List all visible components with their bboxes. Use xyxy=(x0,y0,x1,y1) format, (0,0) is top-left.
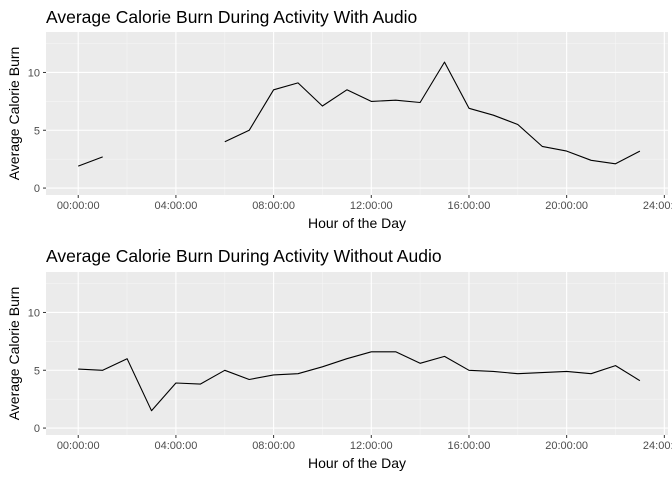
gridlines xyxy=(46,272,668,435)
x-tick-label: 12:00:00 xyxy=(350,440,393,452)
x-tick-label: 12:00:00 xyxy=(350,200,393,212)
x-tick-label: 24:00:00 xyxy=(643,440,672,452)
y-axis-label: Average Calorie Burn xyxy=(6,287,22,421)
chart-without-audio: Average Calorie Burn During Activity Wit… xyxy=(6,246,672,471)
y-tick-label: 5 xyxy=(34,125,40,137)
data-line xyxy=(78,61,641,167)
x-tick-label: 04:00:00 xyxy=(155,440,198,452)
gridlines xyxy=(46,32,668,195)
x-tick-label: 24:00:00 xyxy=(643,200,672,212)
chart-title: Average Calorie Burn During Activity Wit… xyxy=(46,246,442,266)
y-tick-label: 0 xyxy=(34,183,40,195)
x-tick-label: 16:00:00 xyxy=(448,440,491,452)
plot-panel xyxy=(46,272,668,435)
axis-ticks: 00:00:00 04:00:00 08:00:00 12:00:00 16:00:00… xyxy=(28,307,672,452)
x-tick-label: 00:00:00 xyxy=(57,200,100,212)
y-tick-label: 10 xyxy=(28,307,40,319)
axis-ticks: 00:00:00 04:00:00 08:00:00 12:00:00 16:00:00… xyxy=(28,67,672,212)
data-line xyxy=(78,351,641,412)
x-tick-label: 20:00:00 xyxy=(545,200,588,212)
x-tick-label: 08:00:00 xyxy=(252,440,295,452)
x-tick-label: 16:00:00 xyxy=(448,200,491,212)
y-axis-label: Average Calorie Burn xyxy=(6,47,22,181)
series-line-segment xyxy=(224,61,641,165)
series-line-segment xyxy=(78,351,641,412)
y-tick-label: 5 xyxy=(34,365,40,377)
x-tick-label: 08:00:00 xyxy=(252,200,295,212)
x-tick-label: 20:00:00 xyxy=(545,440,588,452)
chart-with-audio: Average Calorie Burn During Activity Wit… xyxy=(6,7,672,231)
plot-panel xyxy=(46,32,668,195)
x-axis-label: Hour of the Day xyxy=(308,215,406,231)
y-tick-label: 10 xyxy=(28,67,40,79)
series-line-segment xyxy=(78,156,103,167)
chart-title: Average Calorie Burn During Activity Wit… xyxy=(46,7,417,27)
y-tick-label: 0 xyxy=(34,423,40,435)
x-tick-label: 00:00:00 xyxy=(57,440,100,452)
x-tick-label: 04:00:00 xyxy=(155,200,198,212)
x-axis-label: Hour of the Day xyxy=(308,455,406,471)
